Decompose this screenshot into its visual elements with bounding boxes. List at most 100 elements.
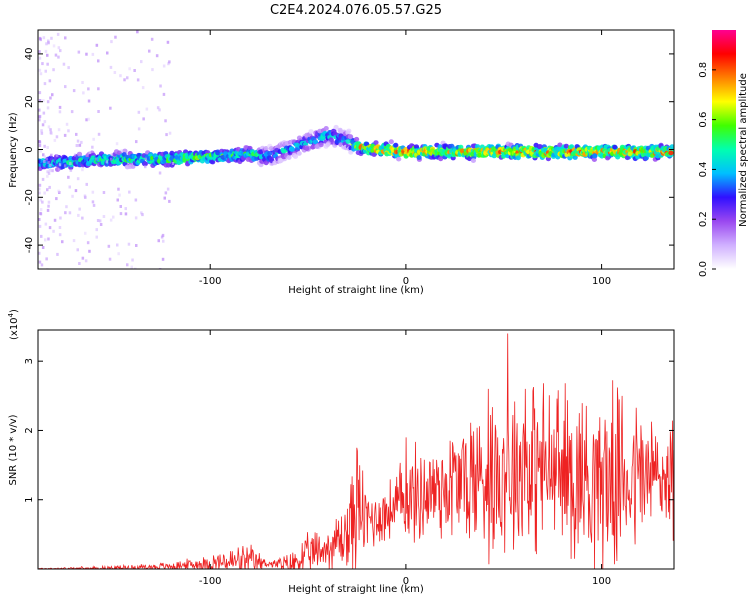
spectrogram-noise <box>40 131 44 135</box>
snr-ticks: -100 0 100 1 2 3 <box>24 330 674 587</box>
spectrogram-noise <box>86 241 90 245</box>
spectrogram-noise <box>97 59 100 63</box>
spectrogram-noise <box>162 239 165 243</box>
spectrogram-noise <box>109 65 113 69</box>
spectrogram-noise <box>38 91 42 95</box>
spectrogram-noise <box>105 160 108 164</box>
spectrogram-noise <box>123 78 126 82</box>
spectrogram-noise <box>95 43 99 47</box>
spectrogram-noise <box>43 144 46 148</box>
snr-y-tick-label: 3 <box>24 358 35 364</box>
spectrogram-noise <box>47 204 50 208</box>
spectrogram-noise <box>126 263 129 267</box>
spectrogram-noise <box>119 74 122 78</box>
spectrogram-cell <box>296 151 302 156</box>
snr-marks <box>38 333 674 569</box>
spectrogram-noise <box>55 135 59 139</box>
snr-y-tick-label: 2 <box>24 427 35 433</box>
spectrogram-noise <box>137 127 141 131</box>
spectrogram-noise <box>52 229 55 233</box>
spectrogram-noise <box>41 246 45 249</box>
spectrogram-noise <box>87 99 91 103</box>
spectrogram-noise <box>136 78 140 82</box>
spectrogram-noise <box>82 91 85 95</box>
spectrogram-noise <box>148 49 151 53</box>
snr-scale-exponent: 4 <box>7 312 15 317</box>
spectrogram-noise <box>41 177 45 181</box>
spectrogram-noise <box>49 128 52 132</box>
spectrogram-cell <box>396 156 402 162</box>
snr-scale-text: (x104) <box>7 309 20 340</box>
spectrogram-noise <box>151 68 154 72</box>
spectrogram-noise <box>46 174 49 178</box>
spectrogram-noise <box>59 49 62 53</box>
colorbar-tick-label: 0.0 <box>698 261 709 277</box>
spectrogram-noise <box>72 89 76 93</box>
spectrogram-noise <box>41 200 44 204</box>
spectrogram-noise <box>160 235 164 239</box>
spectrogram-noise <box>47 161 50 164</box>
spectrogram-cell <box>267 151 273 156</box>
spectrogram-y-tick-label: 40 <box>24 48 35 61</box>
spectrogram-noise <box>137 110 141 114</box>
spectrogram-noise <box>85 118 88 122</box>
spectrogram-noise <box>134 198 138 202</box>
spectrogram-noise <box>38 56 42 60</box>
spectrogram-noise <box>45 42 48 46</box>
spectrogram-noise <box>46 188 49 192</box>
spectrogram-noise <box>40 263 44 267</box>
snr-panel: -100 0 100 1 2 3 Height of straight line (km)… <box>7 309 675 595</box>
spectrogram-noise <box>130 265 133 269</box>
spectrogram-noise <box>87 117 90 121</box>
spectrogram-noise <box>42 153 45 157</box>
spectrogram-noise <box>46 62 49 66</box>
colorbar-label: Normalized spectral amplitude <box>738 73 749 227</box>
spectrogram-noise <box>68 185 71 189</box>
spectrogram-noise <box>57 128 61 132</box>
spectrogram-noise <box>67 175 70 179</box>
spectrogram-noise <box>96 219 100 222</box>
colorbar-tick-label: 0.8 <box>698 62 709 78</box>
snr-frame <box>37 329 675 570</box>
spectrogram-noise <box>46 53 49 57</box>
spectrogram-noise <box>58 105 62 109</box>
spectrogram-cell <box>312 139 318 145</box>
spectrogram-noise <box>128 67 131 71</box>
spectrogram-noise <box>85 153 88 157</box>
spectrogram-noise <box>162 92 166 96</box>
spectrogram-cell <box>572 155 578 160</box>
spectrogram-noise <box>158 171 162 175</box>
spectrogram-noise <box>44 222 48 226</box>
spectrogram-cell <box>627 151 633 157</box>
spectrogram-noise <box>38 68 42 72</box>
spectrogram-noise <box>102 191 106 194</box>
spectrogram-noise <box>38 144 42 147</box>
spectrogram-y-axis-label: Frequency (Hz) <box>8 112 19 188</box>
spectrogram-noise <box>40 234 43 238</box>
spectrogram-noise <box>88 151 91 155</box>
spectrogram-noise <box>38 36 42 40</box>
spectrogram-noise <box>51 169 54 173</box>
snr-x-tick-label: 100 <box>592 576 611 587</box>
spectrogram-noise <box>76 144 79 148</box>
figure-title: C2E4.2024.076.05.57.G25 <box>270 3 442 18</box>
spectrogram-noise <box>57 55 60 59</box>
spectrogram-cell <box>348 149 354 155</box>
spectrogram-noise <box>39 198 42 202</box>
spectrogram-noise <box>44 238 47 242</box>
spectrogram-noise <box>44 69 47 73</box>
spectrogram-noise <box>110 40 113 44</box>
spectrogram-noise <box>97 110 100 113</box>
spectrogram-noise <box>76 139 80 143</box>
spectrogram-noise <box>47 125 51 129</box>
spectrogram-noise <box>76 248 79 252</box>
spectrogram-cell <box>413 144 420 150</box>
spectrogram-noise <box>166 40 170 44</box>
spectrogram-noise <box>114 35 117 39</box>
spectrogram-noise <box>42 111 46 115</box>
spectrogram-noise <box>50 131 53 135</box>
spectrogram-noise <box>133 69 136 72</box>
spectrogram-noise <box>46 146 49 149</box>
spectrogram-cell <box>345 130 351 136</box>
